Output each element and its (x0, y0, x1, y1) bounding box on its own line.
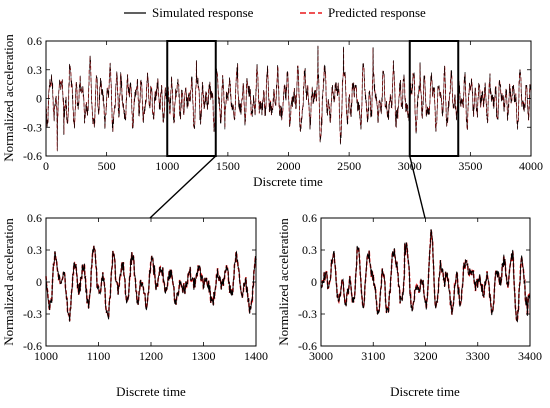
bottom-left-ytick-label: 0 (36, 275, 42, 289)
bottom-right-xlabel: Discrete time (390, 384, 460, 399)
bottom-right-series-group (320, 229, 531, 324)
bottom-right-xtick-label: 3000 (309, 349, 333, 363)
top-xlabel: Discrete time (253, 174, 323, 189)
bottom-left-xtick-label: 1200 (139, 349, 163, 363)
top-xtick-label: 1000 (155, 159, 179, 173)
bottom-left-xtick-label: 1100 (87, 349, 111, 363)
bottom-right-simulated-line (320, 229, 531, 323)
bottom-left-ytick-label: 0.3 (27, 243, 42, 257)
top-ytick-label: 0.6 (27, 34, 42, 48)
top-xtick-label: 2500 (337, 159, 361, 173)
zoom-box-2 (408, 40, 460, 157)
top-xtick-label: 2000 (277, 159, 301, 173)
top-xtick-label: 0 (43, 159, 49, 173)
bottom-right-ytick-label: 0.3 (302, 243, 317, 257)
bottom-left-series-group (45, 245, 257, 322)
top-ytick-label: 0 (36, 92, 42, 106)
top-simulated-line (45, 45, 532, 152)
bottom-right-xtick-label: 3300 (466, 349, 490, 363)
top-zoom-boxes (166, 40, 460, 157)
bottom-left-xlabel: Discrete time (116, 384, 186, 399)
top-ytick-label: -0.6 (23, 149, 42, 163)
bottom-right-xtick-label: 3200 (414, 349, 438, 363)
bottom-left-ylabel: Normalized acceleration (1, 218, 16, 346)
bottom-left-ytick-label: -0.3 (23, 307, 42, 321)
bottom-right-ytick-label: -0.3 (298, 307, 317, 321)
bottom-right-ytick-label: -0.6 (298, 339, 317, 353)
top-ylabel: Normalized acceleration (1, 34, 16, 162)
bottom-left-xtick-label: 1400 (244, 349, 268, 363)
zoom-connectors (149, 155, 426, 219)
bottom-left-ticks: 1000 1100 1200 1300 1400 -0.6 -0.3 0 0.3 0.6 (23, 211, 268, 363)
top-xtick-label: 500 (98, 159, 116, 173)
bottom-left-xtick-label: 1300 (192, 349, 216, 363)
zoom-connector-1 (149, 155, 217, 219)
bottom-right-panel: 3000 3100 3200 3300 3400 -0.6 -0.3 0 0.3 0.6 Disc… (276, 211, 542, 399)
top-series-group (45, 45, 532, 152)
bottom-left-simulated-line (45, 245, 257, 322)
bottom-right-ticks: 3000 3100 3200 3300 3400 -0.6 -0.3 0 0.3 0.6 (298, 211, 542, 363)
bottom-left-ytick-label: -0.6 (23, 339, 42, 353)
bottom-left-ytick-label: 0.6 (27, 211, 42, 225)
zoom-connector-2 (409, 155, 426, 219)
top-ytick-label: -0.3 (23, 120, 42, 134)
legend-predicted-label: Predicted response (328, 5, 426, 20)
bottom-right-ylabel: Normalized acceleration (276, 218, 291, 346)
top-xtick-label: 1500 (216, 159, 240, 173)
bottom-right-xtick-label: 3100 (361, 349, 385, 363)
top-ytick-label: 0.3 (27, 63, 42, 77)
legend: Simulated response Predicted response (124, 5, 426, 20)
top-xtick-label: 3000 (398, 159, 422, 173)
legend-simulated-label: Simulated response (152, 5, 254, 20)
bottom-left-xtick-label: 1000 (34, 349, 58, 363)
zoom-box-1 (166, 40, 217, 157)
bottom-right-ytick-label: 0.6 (302, 211, 317, 225)
top-xtick-label: 3500 (458, 159, 482, 173)
top-ticks: 0 500 1000 1500 2000 2500 3000 3500 4000 -0.6 -0.3… (23, 34, 543, 173)
top-panel: 0 500 1000 1500 2000 2500 3000 3500 4000 -0.6 -0.3… (1, 34, 543, 189)
bottom-right-ytick-label: 0 (311, 275, 317, 289)
bottom-left-panel: 1000 1100 1200 1300 1400 -0.6 -0.3 0 0.3 0.6 Disc… (1, 211, 268, 399)
top-xtick-label: 4000 (519, 159, 543, 173)
bottom-right-xtick-label: 3400 (518, 349, 542, 363)
